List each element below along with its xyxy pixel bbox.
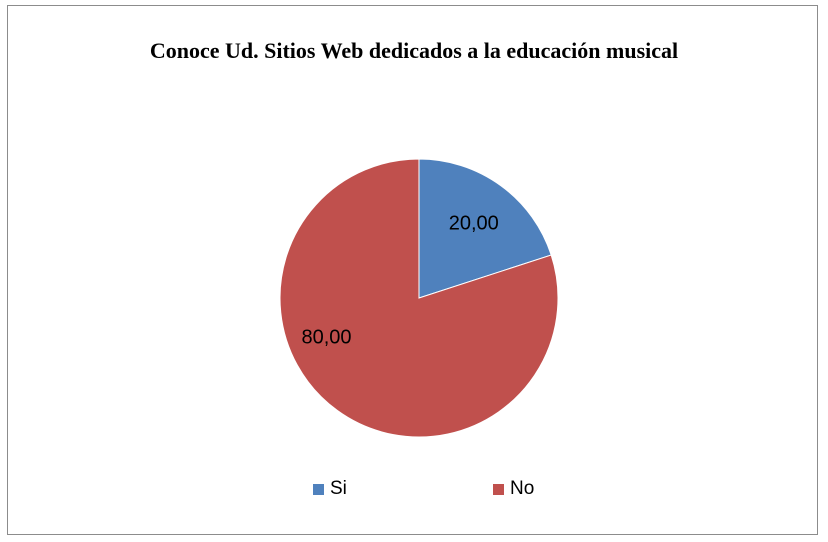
pie-slice-no: [279, 158, 559, 438]
chart-title: Conoce Ud. Sitios Web dedicados a la edu…: [149, 38, 679, 63]
legend-swatch-si: [313, 483, 324, 495]
legend: Si No: [0, 477, 828, 501]
legend-label-no: No: [510, 478, 535, 499]
legend-item-si: Si: [313, 477, 347, 501]
legend-label-si: Si: [330, 478, 347, 499]
data-label-si: 20,00: [449, 213, 499, 235]
legend-item-no: No: [493, 477, 534, 501]
legend-swatch-no: [493, 483, 504, 495]
pie-slice-si: [418, 158, 552, 299]
data-label-no: 80,00: [301, 326, 351, 348]
